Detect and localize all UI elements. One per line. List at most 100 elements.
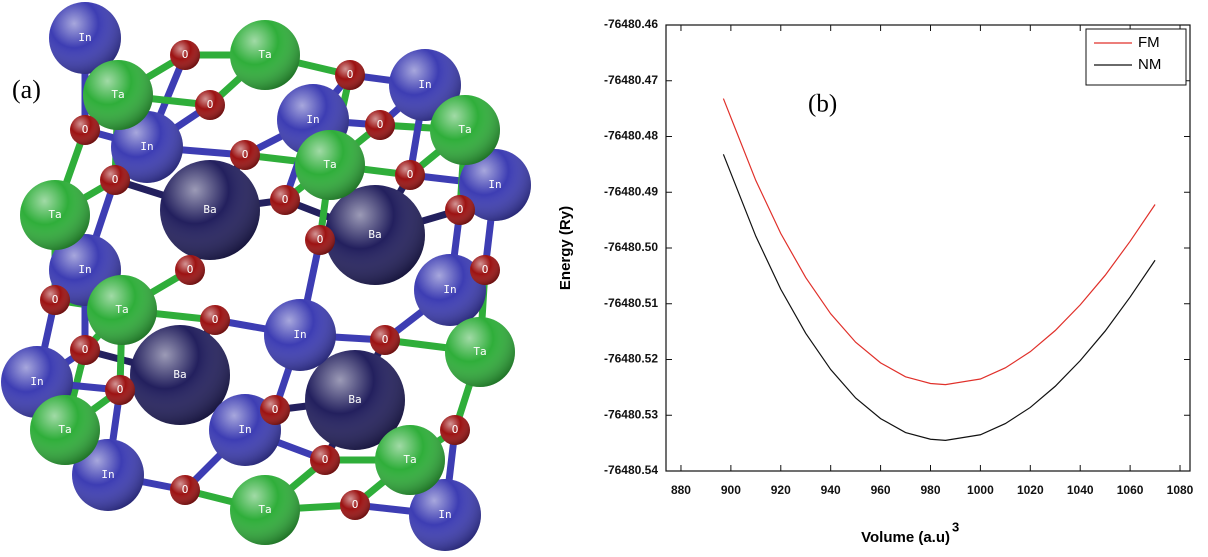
atom-shading (111, 111, 183, 183)
atom-shading (445, 195, 475, 225)
x-tick-label: 980 (920, 483, 940, 497)
atom-label: O (452, 423, 459, 436)
line-series (722, 98, 1156, 386)
atom-shading (430, 95, 500, 165)
atom-shading (230, 20, 300, 90)
atom-label: Ta (115, 303, 128, 316)
atom-label: Ta (258, 503, 271, 516)
y-tick-label: -76480.53 (604, 407, 658, 421)
atom-label: In (101, 468, 114, 481)
atom-label: In (293, 328, 306, 341)
atom-shading (260, 395, 290, 425)
x-tick-label: 1060 (1117, 483, 1144, 497)
atom-label: Ba (203, 203, 216, 216)
atom-shading (40, 285, 70, 315)
atom-shading (20, 180, 90, 250)
atom-label: In (30, 375, 43, 388)
atom-label: O (242, 148, 249, 161)
atom-shading (200, 305, 230, 335)
y-tick-label: -76480.47 (604, 73, 658, 87)
atom-shading (325, 185, 425, 285)
atom-shading (170, 475, 200, 505)
atom-shading (160, 160, 260, 260)
y-tick-label: -76480.48 (604, 129, 658, 143)
x-tick-label: 920 (771, 483, 791, 497)
panel-label: (a) (12, 75, 41, 104)
x-tick-label: 1040 (1067, 483, 1094, 497)
atom-shading (335, 60, 365, 90)
atom-label: In (438, 508, 451, 521)
atom-shading (445, 317, 515, 387)
atom-label: O (272, 403, 279, 416)
atom-label: Ba (348, 393, 361, 406)
atom-shading (70, 335, 100, 365)
atom-shading (305, 350, 405, 450)
atom-label: O (112, 173, 119, 186)
atom-shading (195, 90, 225, 120)
atom-shading (175, 255, 205, 285)
atom-label: O (457, 203, 464, 216)
atom-shading (409, 479, 481, 551)
atom-shading (459, 149, 531, 221)
atom-shading (305, 225, 335, 255)
atom-label: O (117, 383, 124, 396)
atom-shading (264, 299, 336, 371)
atom-label: O (482, 263, 489, 276)
atom-label: O (82, 123, 89, 136)
atom-shading (105, 375, 135, 405)
panel-label: (b) (808, 91, 837, 118)
atom-label: O (52, 293, 59, 306)
x-tick-label: 880 (671, 483, 691, 497)
y-tick-label: -76480.46 (604, 17, 658, 31)
atom-label: In (140, 140, 153, 153)
legend-box (1085, 28, 1187, 86)
y-tick-label: -76480.54 (604, 463, 658, 477)
atom-label: O (407, 168, 414, 181)
atom-label: Ta (473, 345, 486, 358)
y-tick-label: -76480.50 (604, 240, 658, 254)
atom-label: Ta (48, 208, 61, 221)
atom-shading (230, 140, 260, 170)
atom-label: Ta (323, 158, 336, 171)
x-axis-label: Volume (a.u) (861, 529, 950, 546)
atom-label: O (382, 333, 389, 346)
y-tick-label: -76480.51 (604, 296, 658, 310)
atom-shading (295, 130, 365, 200)
atom-shading (395, 160, 425, 190)
atom-label: In (78, 263, 91, 276)
atom-label: In (306, 113, 319, 126)
atom-label: O (377, 118, 384, 131)
atom-shading (440, 415, 470, 445)
y-axis-label: Energy (Ry) (557, 206, 574, 290)
atom-label: O (322, 453, 329, 466)
atom-label: Ta (458, 123, 471, 136)
atom-label: Ta (258, 48, 271, 61)
atom-shading (270, 185, 300, 215)
atom-shading (340, 490, 370, 520)
atom-shading (230, 475, 300, 545)
atom-shading (83, 60, 153, 130)
y-tick-label: -76480.52 (604, 352, 658, 366)
chart: -76480.54 -76480.53 -76480.52 -76480.51 -764… (557, 17, 1194, 546)
x-tick-label: 900 (721, 483, 741, 497)
atom-label: In (488, 178, 501, 191)
atom-shading (370, 325, 400, 355)
atom-shading (100, 165, 130, 195)
atom-shading (30, 395, 100, 465)
crystal-structure: Ba Ba Ba Ba In In In In In In In In In In In In Ta Ta Ta Ta… (1, 2, 531, 551)
atom-shading (87, 275, 157, 345)
atom-label: Ta (58, 423, 71, 436)
atom-shading (170, 40, 200, 70)
x-tick-label: 960 (871, 483, 891, 497)
atom-shading (49, 2, 121, 74)
atom-label: O (347, 68, 354, 81)
x-axis-label-sup: 3 (952, 519, 959, 534)
x-tick-label: 1020 (1017, 483, 1044, 497)
atom-label: Ba (173, 368, 186, 381)
atom-label: Ta (403, 453, 416, 466)
atom-label: In (443, 283, 456, 296)
atom-label: O (282, 193, 289, 206)
x-tick-label: 1080 (1167, 483, 1194, 497)
atom-shading (414, 254, 486, 326)
